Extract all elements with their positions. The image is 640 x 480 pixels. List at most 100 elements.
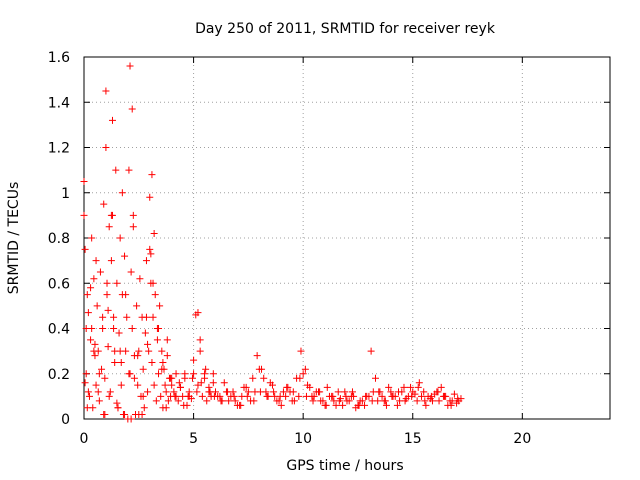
data-point (88, 234, 96, 242)
data-point (345, 397, 353, 405)
data-point (149, 313, 157, 321)
data-point (134, 352, 142, 360)
data-point (446, 397, 454, 405)
x-tick-label: 20 (513, 431, 531, 447)
data-point (100, 200, 108, 208)
data-point (81, 379, 89, 387)
data-point (125, 370, 133, 378)
data-point (101, 374, 109, 382)
data-point (127, 268, 135, 276)
data-point (128, 105, 136, 113)
data-point (332, 401, 340, 409)
data-point (220, 379, 228, 387)
data-point (316, 388, 324, 396)
data-point (167, 374, 175, 382)
data-point (266, 379, 274, 387)
data-point (371, 374, 379, 382)
data-point (90, 347, 98, 355)
data-point (161, 381, 169, 389)
x-axis-label: GPS time / hours (286, 458, 403, 474)
data-point (116, 234, 124, 242)
data-points (80, 62, 465, 423)
data-point (128, 325, 136, 332)
data-point (309, 397, 317, 405)
chart-title: Day 250 of 2011, SRMTID for receiver rey… (195, 21, 496, 37)
data-point (110, 325, 118, 332)
data-point (168, 381, 176, 389)
data-point (125, 166, 133, 174)
data-point (155, 370, 163, 378)
data-point (387, 388, 395, 396)
data-point (428, 397, 436, 405)
data-point (385, 383, 393, 391)
data-point (141, 329, 149, 337)
data-point (329, 392, 337, 400)
data-point (230, 392, 238, 400)
data-point (104, 306, 112, 314)
data-point (203, 397, 211, 405)
data-point (129, 211, 137, 219)
data-point (175, 379, 183, 387)
y-axis-label: SRMTID / TECUs (6, 182, 22, 295)
y-tick-label: 0.2 (48, 367, 70, 383)
data-point (105, 223, 113, 231)
data-point (142, 313, 150, 321)
data-point (144, 388, 152, 396)
data-point (420, 388, 428, 396)
data-point (150, 381, 158, 389)
data-point (121, 252, 129, 260)
data-point (231, 397, 239, 405)
data-point (146, 193, 154, 201)
data-point (297, 347, 305, 355)
data-point (156, 302, 164, 310)
data-point (153, 336, 161, 344)
data-point (362, 392, 370, 400)
data-point (447, 401, 455, 409)
data-point (288, 397, 296, 405)
data-point (104, 343, 112, 351)
data-point (295, 392, 303, 400)
data-point (133, 302, 141, 310)
data-point (139, 365, 147, 373)
data-point (427, 392, 435, 400)
data-point (196, 336, 204, 344)
data-point (335, 397, 343, 405)
data-point (127, 415, 135, 423)
y-tick-label: 0.8 (48, 231, 70, 247)
data-point (91, 340, 99, 348)
data-point (210, 392, 218, 400)
data-point (96, 268, 104, 276)
data-point (421, 397, 429, 405)
data-point (148, 358, 156, 366)
data-point (103, 279, 111, 287)
data-point (334, 388, 342, 396)
grid (84, 57, 610, 419)
data-point (422, 401, 430, 409)
data-point (93, 302, 101, 310)
data-point (84, 388, 92, 396)
data-point (158, 365, 166, 373)
data-point (393, 401, 401, 409)
data-point (108, 116, 116, 124)
data-point (117, 358, 125, 366)
data-point (319, 397, 327, 405)
data-point (196, 347, 204, 355)
data-point (91, 352, 99, 360)
data-point (113, 399, 121, 407)
data-point (450, 390, 458, 398)
data-point (224, 388, 232, 396)
data-point (180, 401, 188, 409)
data-point (151, 291, 159, 299)
x-tick-label: 15 (404, 431, 422, 447)
data-point (163, 352, 171, 360)
data-point (174, 397, 182, 405)
x-tick-label: 0 (80, 431, 89, 447)
data-point (310, 392, 318, 400)
data-point (181, 370, 189, 378)
data-point (162, 388, 170, 396)
y-tick-label: 1.6 (48, 50, 70, 66)
data-point (159, 358, 167, 366)
data-point (90, 275, 98, 283)
data-point (83, 404, 91, 412)
data-point (249, 374, 257, 382)
